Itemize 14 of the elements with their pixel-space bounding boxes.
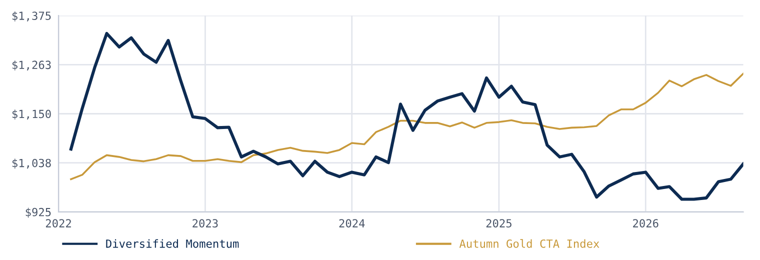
x-tick-label: 2025 — [486, 219, 512, 228]
line-series — [69, 32, 744, 201]
y-tick-label: $1,375 — [12, 11, 51, 22]
line-series — [70, 72, 744, 180]
x-tick-label: 2023 — [192, 219, 218, 228]
y-tick-label: $925 — [26, 208, 51, 218]
y-tick-label: $1,038 — [12, 158, 51, 169]
x-tick-label: 2024 — [339, 219, 365, 228]
legend-label: Autumn Gold CTA Index — [459, 239, 600, 248]
x-tick-label: 2026 — [633, 219, 658, 228]
x-tick-label: 2022 — [46, 219, 71, 228]
legend-label: Diversified Momentum — [106, 239, 239, 248]
y-tick-label: $1,150 — [12, 110, 51, 120]
y-tick-label: $1,263 — [12, 60, 51, 71]
